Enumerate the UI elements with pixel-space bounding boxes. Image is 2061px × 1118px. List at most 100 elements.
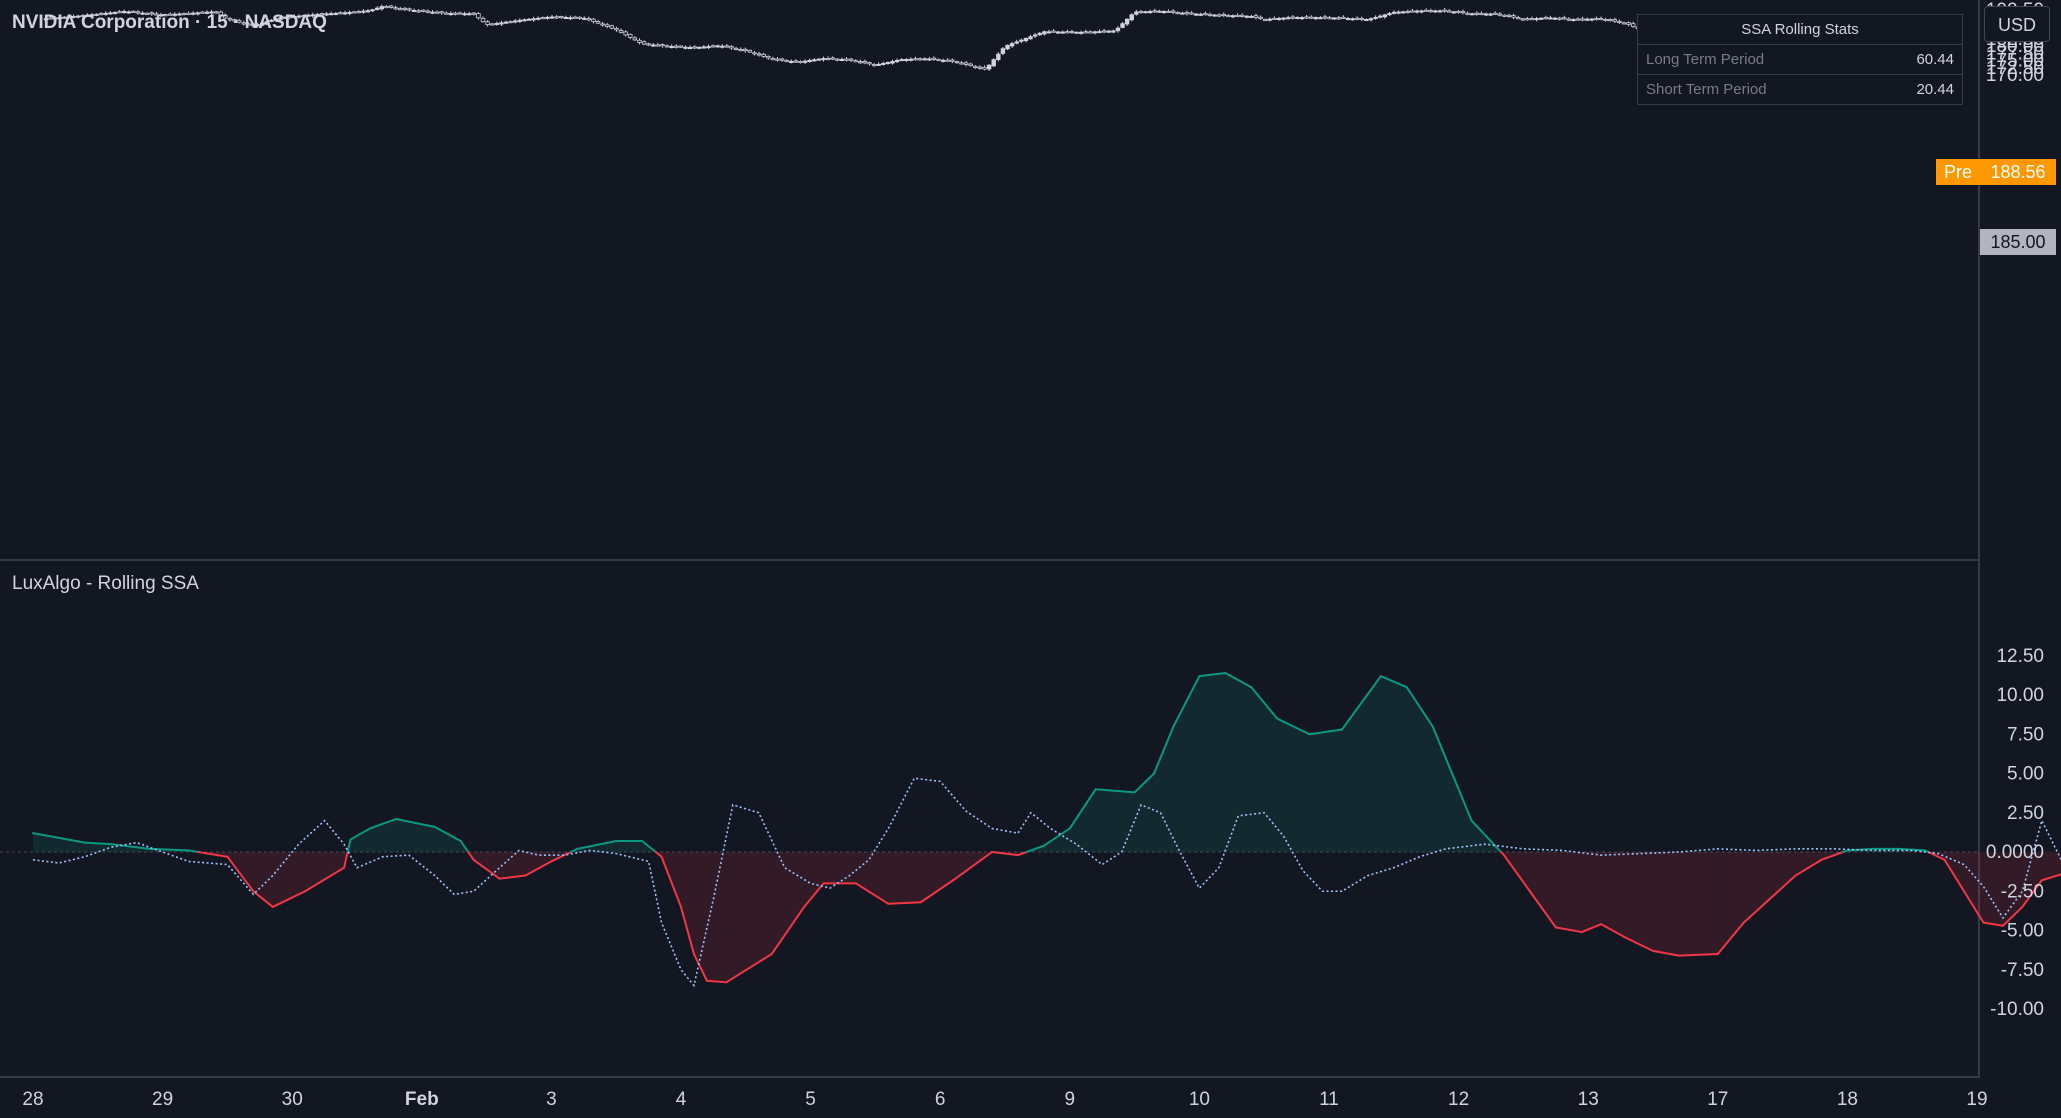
candle-body <box>149 12 154 15</box>
candle-body <box>729 45 734 49</box>
candle-body <box>48 17 53 20</box>
candle-body <box>1046 31 1052 34</box>
candle-body <box>200 11 205 14</box>
candle-body <box>195 12 200 15</box>
candle-body <box>177 13 182 16</box>
candle-body <box>1373 16 1378 19</box>
ssa-fill-segment <box>525 852 552 876</box>
ssa-long-segment <box>197 851 229 858</box>
ssa-fill-segment <box>1406 687 1433 852</box>
ssa-long-segment <box>991 851 1019 857</box>
candle-body <box>1189 12 1194 15</box>
ssa-long-segment <box>919 879 955 904</box>
candle-body <box>292 16 297 19</box>
stats-row-label: Short Term Period <box>1646 81 1767 98</box>
candle-body <box>513 20 518 23</box>
time-axis[interactable]: 28 29 30 Feb 3 4 5 6 9 10 11 12 13 17 18 19 <box>22 1089 1987 1110</box>
candle-body <box>623 31 628 36</box>
candle-body <box>747 49 753 53</box>
candle-body <box>444 12 449 15</box>
ssa-long-segment <box>304 866 346 893</box>
indicator-axis[interactable]: -10.00 -7.50 -5.00 -2.50 0.0000 2.50 5.00 7.50 1… <box>1986 646 2044 1020</box>
candle-body <box>416 10 421 13</box>
ssa-long-segment <box>252 890 274 908</box>
candle-body <box>710 45 716 48</box>
candle-body <box>1493 12 1498 15</box>
candle-body <box>927 58 932 61</box>
currency-button[interactable]: USD <box>1984 6 2050 42</box>
candle-body <box>1322 16 1328 19</box>
ssa-long-segment <box>57 836 86 844</box>
candle-body <box>232 19 237 22</box>
candle-body <box>1239 14 1245 17</box>
candle-body <box>646 43 651 46</box>
candle-body <box>784 60 789 63</box>
indicator-tick-label: 12.50 <box>1996 646 2044 667</box>
ssa-long-segment <box>1094 788 1136 794</box>
candle-body <box>1055 31 1061 34</box>
ssa-fill-segment <box>1069 789 1096 852</box>
indicator-tick-label: -5.00 <box>2001 921 2044 942</box>
time-tick-label: 9 <box>1065 1089 1076 1110</box>
candle-body <box>236 20 242 23</box>
indicator-tick-label: -10.00 <box>1990 999 2044 1020</box>
candle-body <box>517 19 523 22</box>
candle-body <box>246 23 251 26</box>
candle-body <box>1364 19 1369 22</box>
indicator-title: LuxAlgo - Rolling SSA <box>12 573 199 594</box>
ssa-fill-segment <box>369 819 396 852</box>
candle-body <box>1088 31 1093 34</box>
time-tick-label: 13 <box>1578 1089 1599 1110</box>
pre-market-price-tag: 188.56 <box>1980 159 2056 185</box>
candle-body <box>618 30 624 33</box>
candle-body <box>310 14 316 17</box>
candle-body <box>986 64 992 70</box>
time-tick-label: 17 <box>1707 1089 1728 1110</box>
candle-body <box>1580 18 1585 21</box>
candle-body <box>595 20 601 24</box>
candle-body <box>770 58 776 61</box>
indicator-tick-label: -7.50 <box>2001 960 2044 981</box>
candle-body <box>352 11 357 14</box>
candle-body <box>968 63 973 67</box>
candle-body <box>94 13 99 16</box>
candle-body <box>1612 19 1618 22</box>
candle-body <box>605 24 610 27</box>
candle-body <box>789 60 794 63</box>
candle-body <box>342 12 348 15</box>
ssa-long-segment <box>1198 672 1227 678</box>
candle-body <box>1419 10 1424 13</box>
candle-body <box>333 12 339 15</box>
candle-body <box>499 22 504 25</box>
candle-body <box>140 12 145 15</box>
candle-body <box>1377 15 1383 18</box>
candle-body <box>181 13 187 16</box>
time-tick-label: 19 <box>1966 1089 1987 1110</box>
ssa-fill-segment <box>305 852 345 892</box>
candle-body <box>1318 17 1323 20</box>
stats-row-value: 60.44 <box>1916 51 1954 68</box>
candle-body <box>885 61 891 64</box>
ssa-long-segment <box>725 953 773 984</box>
ssa-long-segment <box>2040 873 2061 882</box>
candle-body <box>112 11 118 14</box>
candle-body <box>131 10 136 13</box>
candle-body <box>186 12 191 15</box>
candle-body <box>1285 17 1291 20</box>
candle-body <box>1244 15 1249 18</box>
candle-body <box>1212 14 1217 17</box>
indicator-pane[interactable] <box>0 672 2061 988</box>
ssa-long-segment <box>1360 675 1382 704</box>
candle-body <box>402 7 408 10</box>
candle-body <box>1042 31 1047 35</box>
candle-body <box>775 58 780 61</box>
ssa-long-segment <box>226 855 255 893</box>
ssa-long-segment <box>2001 905 2024 927</box>
candle-body <box>1060 31 1065 34</box>
candle-body <box>701 46 707 49</box>
candle-body <box>1442 9 1447 12</box>
candle-body <box>1152 10 1157 13</box>
candle-body <box>319 13 325 16</box>
candle-body <box>848 58 854 61</box>
